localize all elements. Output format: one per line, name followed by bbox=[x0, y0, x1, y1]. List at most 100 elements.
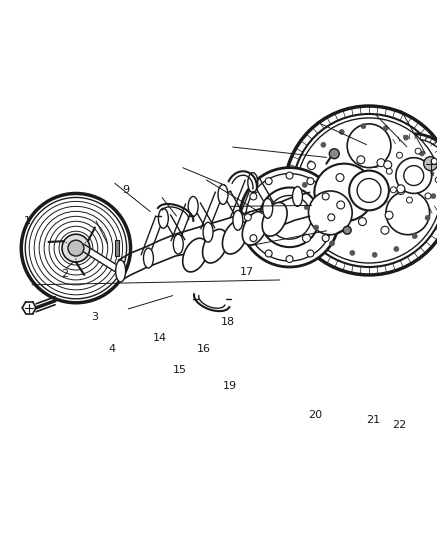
Text: 4: 4 bbox=[109, 344, 116, 353]
Circle shape bbox=[429, 171, 434, 176]
Ellipse shape bbox=[242, 212, 267, 245]
Text: 15: 15 bbox=[173, 365, 187, 375]
Circle shape bbox=[377, 159, 385, 167]
Circle shape bbox=[390, 187, 396, 193]
Text: 1: 1 bbox=[24, 216, 31, 227]
Circle shape bbox=[265, 177, 272, 184]
Circle shape bbox=[322, 235, 329, 241]
Circle shape bbox=[265, 250, 272, 257]
Circle shape bbox=[297, 118, 438, 263]
Circle shape bbox=[383, 126, 388, 131]
Circle shape bbox=[412, 233, 417, 239]
Circle shape bbox=[329, 149, 339, 159]
Circle shape bbox=[286, 172, 293, 179]
Circle shape bbox=[343, 226, 351, 234]
Text: 3: 3 bbox=[92, 312, 99, 322]
Circle shape bbox=[347, 124, 391, 168]
Ellipse shape bbox=[116, 260, 126, 282]
Circle shape bbox=[386, 168, 392, 174]
Circle shape bbox=[357, 156, 365, 164]
Polygon shape bbox=[115, 240, 119, 256]
Circle shape bbox=[415, 148, 421, 154]
Circle shape bbox=[322, 193, 329, 200]
Circle shape bbox=[240, 168, 339, 267]
Circle shape bbox=[384, 161, 392, 169]
Circle shape bbox=[25, 197, 127, 299]
Circle shape bbox=[250, 235, 257, 241]
Circle shape bbox=[357, 179, 381, 203]
Circle shape bbox=[21, 193, 131, 303]
Circle shape bbox=[286, 255, 293, 263]
Circle shape bbox=[396, 158, 431, 193]
Circle shape bbox=[307, 177, 314, 184]
Text: 19: 19 bbox=[223, 381, 237, 391]
Text: 14: 14 bbox=[153, 333, 167, 343]
Circle shape bbox=[431, 193, 436, 199]
Circle shape bbox=[381, 226, 389, 234]
Circle shape bbox=[329, 241, 335, 246]
Ellipse shape bbox=[314, 164, 374, 221]
Circle shape bbox=[425, 193, 431, 199]
Ellipse shape bbox=[218, 184, 228, 204]
Text: 16: 16 bbox=[197, 344, 211, 353]
Circle shape bbox=[293, 114, 438, 267]
Text: 21: 21 bbox=[367, 415, 381, 425]
Text: 2: 2 bbox=[61, 270, 68, 279]
Circle shape bbox=[308, 191, 352, 235]
Circle shape bbox=[394, 247, 399, 252]
Circle shape bbox=[361, 124, 366, 128]
Circle shape bbox=[321, 142, 326, 147]
Ellipse shape bbox=[293, 187, 303, 206]
Circle shape bbox=[337, 201, 345, 209]
Circle shape bbox=[268, 196, 311, 239]
Ellipse shape bbox=[144, 248, 153, 268]
Circle shape bbox=[350, 251, 355, 255]
Circle shape bbox=[396, 152, 403, 158]
Circle shape bbox=[244, 214, 251, 221]
Circle shape bbox=[372, 134, 438, 217]
Circle shape bbox=[397, 187, 405, 195]
Circle shape bbox=[307, 250, 314, 257]
Ellipse shape bbox=[262, 203, 287, 236]
Text: 9: 9 bbox=[122, 185, 129, 195]
Circle shape bbox=[339, 130, 344, 134]
Circle shape bbox=[386, 191, 430, 235]
Polygon shape bbox=[300, 156, 389, 245]
Circle shape bbox=[302, 182, 307, 187]
Circle shape bbox=[420, 151, 424, 156]
Ellipse shape bbox=[202, 229, 227, 263]
Circle shape bbox=[250, 193, 257, 200]
Circle shape bbox=[377, 139, 438, 212]
Circle shape bbox=[406, 197, 413, 203]
Circle shape bbox=[314, 225, 318, 230]
Circle shape bbox=[246, 174, 333, 261]
Circle shape bbox=[424, 157, 438, 171]
Ellipse shape bbox=[223, 220, 247, 254]
Circle shape bbox=[68, 240, 84, 256]
Circle shape bbox=[62, 234, 90, 262]
Text: 18: 18 bbox=[221, 317, 235, 327]
Circle shape bbox=[349, 171, 389, 211]
Circle shape bbox=[372, 252, 377, 257]
Circle shape bbox=[403, 135, 409, 140]
Circle shape bbox=[425, 215, 430, 220]
Circle shape bbox=[431, 158, 437, 164]
Text: 22: 22 bbox=[392, 421, 407, 430]
Circle shape bbox=[308, 161, 313, 166]
Circle shape bbox=[397, 185, 405, 193]
Circle shape bbox=[285, 106, 438, 275]
Text: 20: 20 bbox=[307, 410, 322, 420]
Circle shape bbox=[404, 166, 424, 185]
Ellipse shape bbox=[183, 238, 208, 272]
Text: 17: 17 bbox=[240, 267, 254, 277]
Circle shape bbox=[328, 214, 335, 221]
Circle shape bbox=[307, 161, 315, 169]
Circle shape bbox=[303, 234, 311, 242]
Ellipse shape bbox=[203, 222, 213, 242]
Circle shape bbox=[304, 205, 309, 209]
Circle shape bbox=[385, 211, 393, 219]
Ellipse shape bbox=[233, 211, 243, 230]
Ellipse shape bbox=[159, 208, 168, 228]
Circle shape bbox=[358, 217, 367, 225]
Ellipse shape bbox=[263, 198, 273, 219]
